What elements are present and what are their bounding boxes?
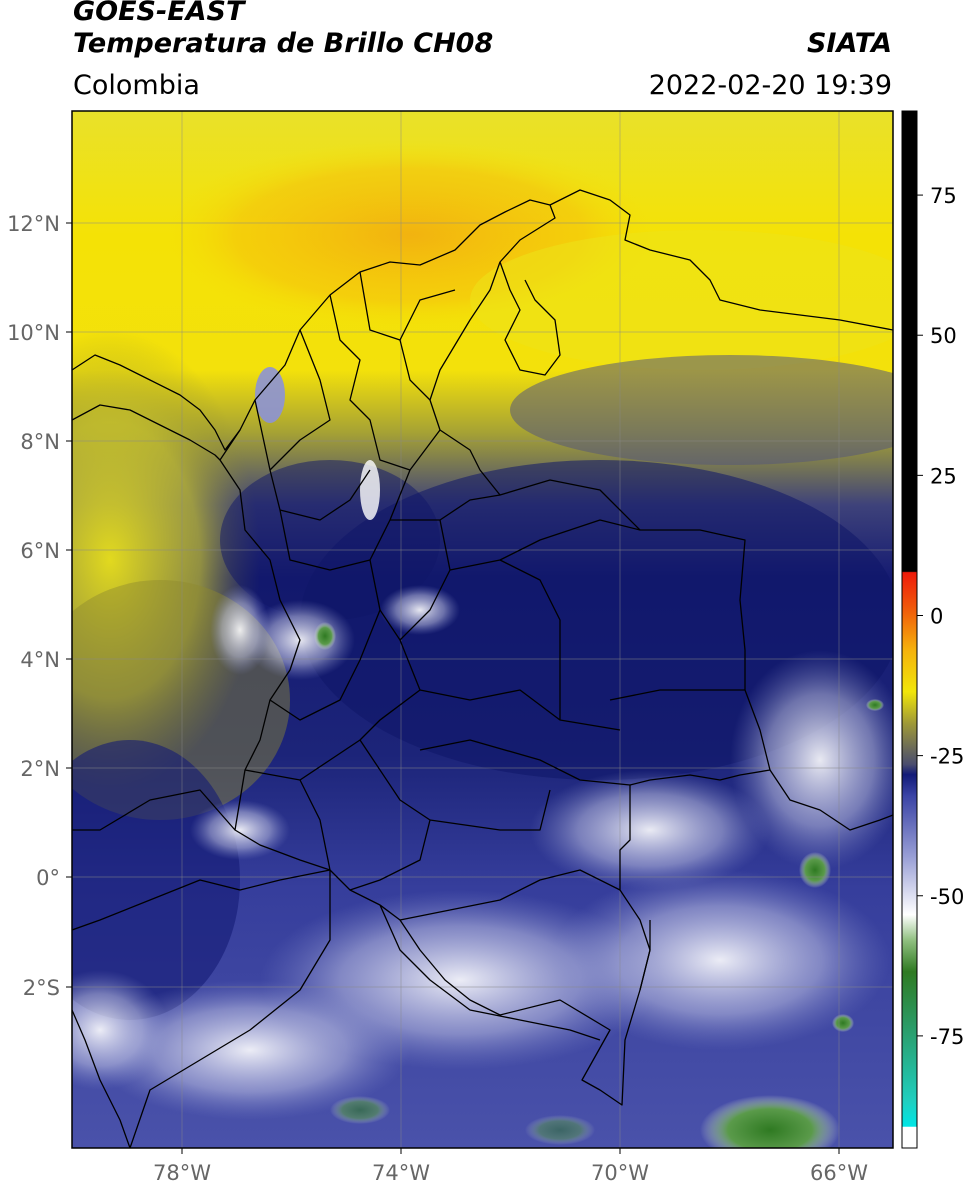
lon-tick-label: 70°W [591,1161,649,1185]
map-frame [71,110,894,1149]
lon-tick-label: 74°W [372,1161,430,1185]
latitude-axis: 12°N 10°N 8°N 6°N 4°N 2°N 0° 2°S [7,212,72,1000]
satellite-title: GOES-EAST [73,0,245,27]
colorbar-tick-label: 25 [930,464,957,488]
lat-tick-label: 4°N [20,648,60,672]
lat-tick-label: 2°N [20,757,60,781]
colorbar-ramp [902,111,917,1148]
colorbar-tick-label: 75 [930,184,957,208]
lon-tick-label: 66°W [810,1161,868,1185]
product-title: Temperatura de Brillo CH08 [73,28,494,59]
colorbar-tick-label: 50 [930,324,957,348]
colorbar-tick-label: 0 [930,604,943,628]
lat-tick-label: 10°N [7,321,60,345]
source-label: SIATA [806,28,892,59]
datetime-label: 2022-02-20 19:39 [648,70,892,101]
lat-tick-label: 0° [36,866,60,890]
lon-tick-label: 78°W [153,1161,211,1185]
graticule [72,111,893,1148]
country-boundaries [72,189,893,1148]
colorbar-tick-label: -75 [930,1025,964,1049]
colorbar: 75 50 25 0 -25 -50 -75 [901,110,964,1149]
region-label: Colombia [73,70,200,101]
lat-tick-label: 8°N [20,430,60,454]
colorbar-tick-label: -50 [930,885,964,909]
longitude-axis: 78°W 74°W 70°W 66°W [153,1148,868,1185]
brightness-temperature-field [72,111,893,1148]
lat-tick-label: 2°S [23,976,60,1000]
lat-tick-label: 6°N [20,539,60,563]
lat-tick-label: 12°N [7,212,60,236]
colorbar-tick-label: -25 [930,745,964,769]
